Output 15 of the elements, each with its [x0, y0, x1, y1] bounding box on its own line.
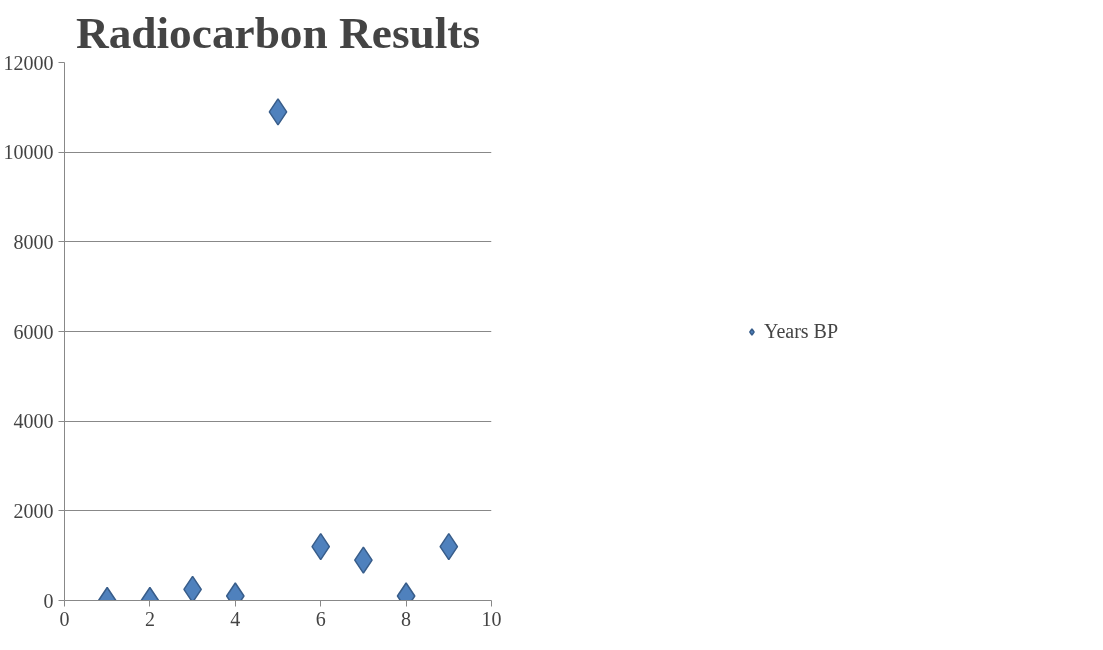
y-tick-label: 10000 — [3, 141, 54, 164]
x-tick-label: 8 — [401, 607, 412, 630]
y-tick-label: 8000 — [13, 230, 54, 253]
x-tick-label: 10 — [481, 607, 502, 630]
x-tick-label: 4 — [230, 607, 241, 630]
legend-label: Years BP — [763, 319, 839, 343]
y-tick-label: 0 — [43, 589, 54, 612]
y-tick-label: 2000 — [13, 499, 54, 522]
y-tick-label: 4000 — [13, 410, 54, 433]
y-tick-label: 6000 — [13, 320, 54, 343]
x-tick-label: 0 — [59, 607, 70, 630]
chart-title: Radiocarbon Results — [75, 7, 481, 58]
y-tick-label: 12000 — [3, 51, 54, 74]
x-tick-label: 2 — [144, 607, 155, 630]
x-tick-label: 6 — [315, 607, 326, 630]
